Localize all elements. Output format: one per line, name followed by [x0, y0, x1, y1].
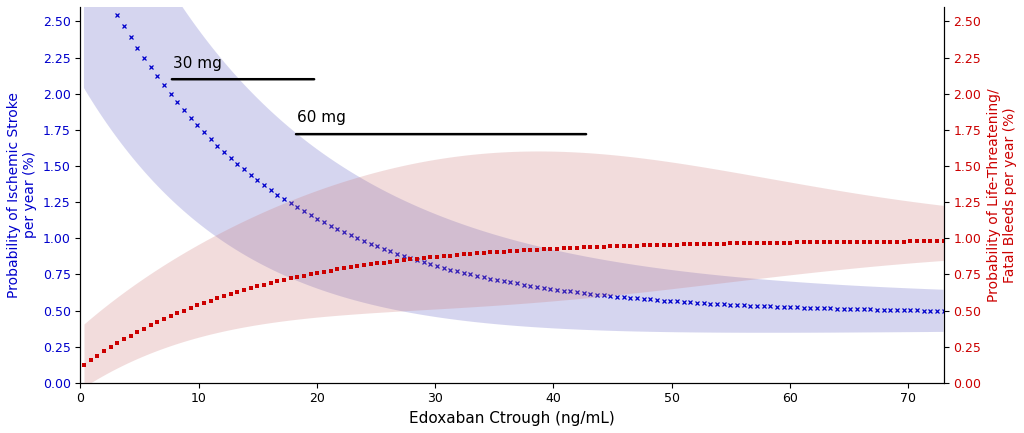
Text: 60 mg: 60 mg	[297, 110, 346, 126]
Y-axis label: Probability of Ischemic Stroke
per year (%): Probability of Ischemic Stroke per year …	[7, 92, 37, 298]
Y-axis label: Probability of Life-Threatening/
Fatal Bleeds per year (%): Probability of Life-Threatening/ Fatal B…	[987, 88, 1017, 302]
X-axis label: Edoxaban Ctrough (ng/mL): Edoxaban Ctrough (ng/mL)	[410, 411, 614, 426]
Text: 30 mg: 30 mg	[173, 55, 221, 71]
